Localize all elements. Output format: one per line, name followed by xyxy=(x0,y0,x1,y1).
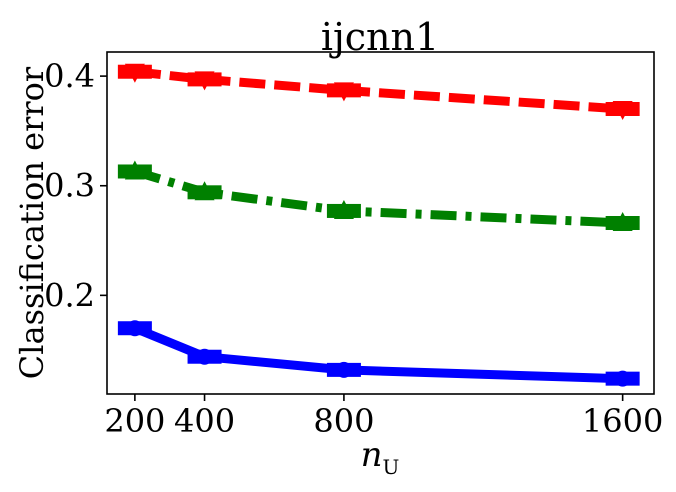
data-point xyxy=(194,71,215,91)
y-axis-label: Classification error xyxy=(13,66,51,379)
data-point xyxy=(124,63,145,83)
series-1 xyxy=(117,63,640,120)
series-line xyxy=(133,167,623,228)
series-2 xyxy=(117,160,640,231)
series-line xyxy=(133,324,623,384)
data-point xyxy=(612,212,633,231)
y-tick-label: 0.3 xyxy=(44,167,95,205)
data-point xyxy=(194,181,215,201)
x-tick-label: 800 xyxy=(313,402,374,440)
x-axis-label-main: n xyxy=(361,435,383,475)
y-tick-label: 0.2 xyxy=(44,276,95,314)
data-point xyxy=(333,82,354,102)
data-point xyxy=(612,101,633,120)
data-point xyxy=(126,320,143,337)
x-axis: 200 400 800 1600 xyxy=(104,394,663,440)
y-tick-label: 0.4 xyxy=(44,57,95,95)
data-point xyxy=(333,199,354,219)
series-layer xyxy=(117,63,640,387)
series-3 xyxy=(117,320,640,387)
data-point xyxy=(335,361,352,378)
x-axis-label: nU xyxy=(361,435,400,479)
x-tick-label: 400 xyxy=(174,402,235,440)
x-axis-label-subscript: U xyxy=(383,455,400,479)
y-axis: 0.2 0.3 0.4 xyxy=(44,57,107,314)
x-tick-label: 1600 xyxy=(582,402,663,440)
data-point xyxy=(196,348,213,365)
data-point xyxy=(614,370,631,387)
plot-frame xyxy=(106,51,655,395)
data-point xyxy=(124,160,145,180)
series-line xyxy=(134,67,623,114)
x-tick-label: 200 xyxy=(104,402,165,440)
